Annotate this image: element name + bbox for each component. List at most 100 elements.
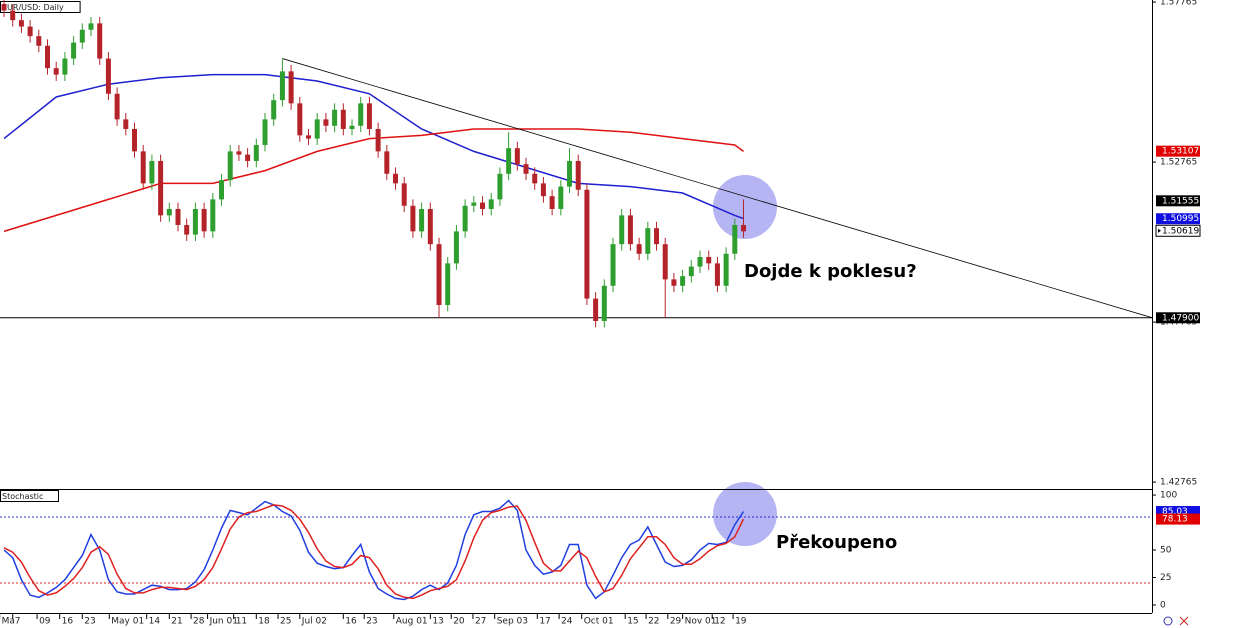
x-tick-label: 25 (280, 617, 291, 627)
candle-body (471, 202, 477, 206)
candle-body (462, 205, 468, 232)
price-marker-label: 1.50995 (1162, 214, 1199, 224)
candle-body (401, 183, 407, 206)
candle-body (688, 266, 694, 277)
x-tick-label: 16 (62, 617, 74, 627)
candle-body (192, 208, 198, 235)
candle-body (488, 199, 494, 209)
x-tick-label: 16 (345, 617, 357, 627)
price-marker-label: 1.47900 (1162, 313, 1199, 323)
x-tick-label: 09 (39, 617, 51, 627)
x-tick-label: Ma (2, 617, 15, 627)
candle-body (732, 224, 738, 254)
candle-body (506, 148, 512, 174)
y-tick-label: 25 (1160, 573, 1171, 583)
candle-body (175, 208, 181, 225)
candle-body (332, 109, 338, 126)
icon[interactable] (1163, 616, 1173, 626)
x-tick-label: Jun 01 (209, 617, 238, 627)
price-marker-label: 1.50619 (1162, 226, 1199, 236)
candle-body (279, 71, 285, 101)
candle-body (227, 151, 233, 181)
x-tick-label: 20 (453, 617, 465, 627)
candle-body (523, 164, 529, 174)
candle-body (210, 199, 216, 232)
x-tick-label: Jul 02 (301, 617, 327, 627)
candle-body (10, 10, 16, 21)
trend-line (282, 58, 1153, 319)
annotation: Dojde k poklesu? (744, 261, 917, 282)
annotation: Překoupeno (776, 532, 897, 553)
candle-body (567, 160, 573, 187)
candle-body (706, 256, 712, 264)
candle-body (610, 244, 616, 286)
x-tick-label: Nov 01 (685, 617, 717, 627)
price-marker (1156, 312, 1200, 324)
title-box (0, 490, 59, 502)
candle-body (627, 215, 633, 245)
candle-body (384, 151, 390, 174)
candle-body (323, 119, 329, 126)
x-tick-label: 15 (627, 617, 638, 627)
x-tick-label: 24 (561, 617, 573, 627)
y-tick-label: 1.57765 (1160, 0, 1197, 8)
candle-body (236, 151, 242, 155)
candle-body (593, 298, 599, 321)
price-marker (1156, 506, 1200, 518)
candle-body (558, 186, 564, 209)
x-tick-label: 28 (193, 617, 205, 627)
price-marker-label: 78.13 (1162, 515, 1188, 525)
candle-body (105, 58, 111, 94)
price-marker (1156, 513, 1200, 525)
x-tick-label: 29 (670, 617, 682, 627)
candle-body (166, 208, 172, 216)
x-tick-label: 17 (539, 617, 550, 627)
candle-body (662, 244, 668, 280)
icon[interactable] (1179, 616, 1189, 626)
candle-body (601, 285, 607, 321)
candle-body (741, 224, 747, 232)
candle-body (88, 23, 94, 30)
candle-body (140, 151, 146, 184)
x-tick-label: 21 (171, 617, 182, 627)
candle-body (271, 100, 277, 120)
candle-body (306, 135, 312, 139)
y-tick-label: 1.42765 (1160, 478, 1197, 488)
candle-body (45, 45, 51, 69)
chart-title: Stochastic (2, 492, 43, 501)
candle-body (714, 263, 720, 286)
candle-body (149, 160, 155, 184)
plot-bg (0, 0, 1152, 613)
candle-body (366, 103, 372, 129)
x-tick-label: 27 (475, 617, 486, 627)
line-series (3, 128, 744, 233)
y-tick-label: 1.52765 (1160, 158, 1197, 168)
candle-body (62, 58, 68, 75)
candle-body (697, 256, 703, 267)
candle-body (201, 208, 207, 232)
candle-body (549, 196, 555, 209)
candle-body (445, 263, 451, 305)
candle-body (219, 180, 225, 200)
y-tick-label: 100 (1160, 491, 1177, 501)
x-tick-label: 18 (258, 617, 270, 627)
candle-body (358, 103, 364, 126)
candle-body (114, 93, 120, 120)
candle-body (245, 154, 251, 161)
line-series (3, 499, 745, 601)
price-marker-label: 1.53107 (1162, 147, 1199, 157)
line-series (3, 504, 745, 600)
candle-body (123, 119, 129, 129)
candle-body (723, 253, 729, 286)
price-marker-label: 1.51555 (1162, 196, 1199, 206)
candle-body (288, 71, 294, 104)
candle-body (654, 228, 660, 245)
candle-body (410, 205, 416, 232)
candle-body (575, 160, 581, 190)
candle-body (253, 144, 259, 161)
line-series (3, 73, 744, 220)
toolbar-icons[interactable] (1163, 616, 1189, 626)
x-tick-label: 7 (15, 617, 21, 627)
y-tick-label: 50 (1160, 546, 1172, 556)
